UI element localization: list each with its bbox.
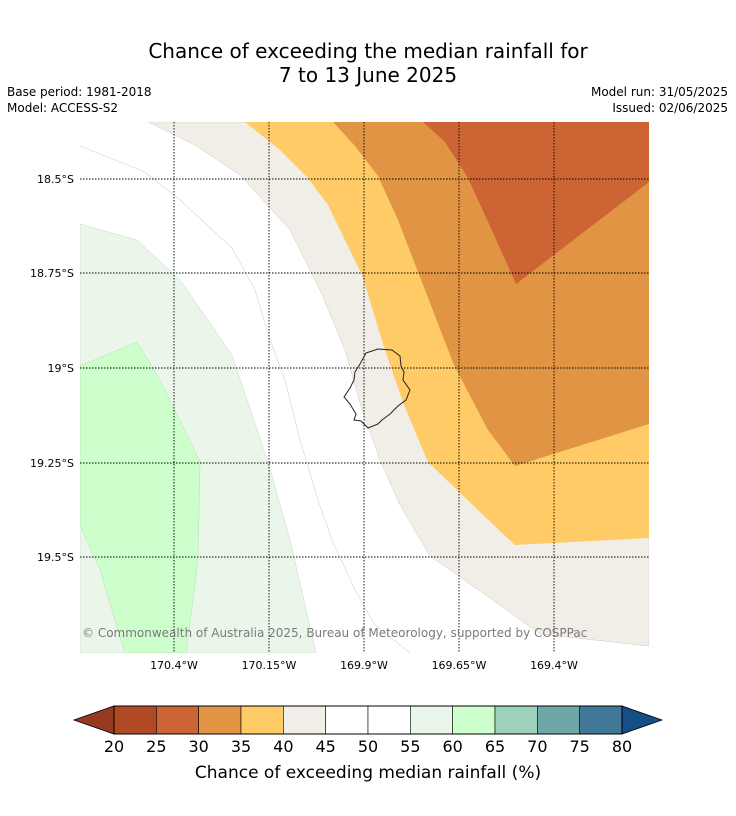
colorbar-tick-label: 50 (358, 737, 378, 756)
colorbar-tick-label: 55 (400, 737, 420, 756)
lon-label-170-15: 170.15°W (242, 659, 297, 672)
model-text: Model: ACCESS-S2 (7, 101, 119, 115)
colorbar-tick-label: 80 (612, 737, 632, 756)
band-25-30 (423, 122, 649, 284)
colorbar-segment (240, 705, 284, 735)
colorbar-tick-label: 45 (315, 737, 335, 756)
meta-right: Model run: 31/05/2025 Issued: 02/06/2025 (591, 84, 728, 116)
colorbar (72, 705, 664, 735)
colorbar-segment (367, 705, 411, 735)
colorbar-segment (410, 705, 453, 735)
colorbar-tick-label: 40 (273, 737, 293, 756)
map-plot-area: © Commonwealth of Australia 2025, Bureau… (80, 122, 649, 653)
meta-left: Base period: 1981-2018 Model: ACCESS-S2 (7, 84, 152, 116)
lon-label-170-4: 170.4°W (150, 659, 198, 672)
contour-line-west (80, 145, 411, 653)
band-60-65 (80, 341, 201, 653)
gridlines (80, 122, 649, 653)
lat-label-19: 19°S (48, 362, 74, 375)
latitude-labels: 18.5°S 18.75°S 19°S 19.25°S 19.5°S (30, 173, 74, 564)
colorbar-title: Chance of exceeding median rainfall (%) (195, 763, 541, 783)
colorbar-segment (156, 705, 199, 735)
colorbar-segment (113, 705, 157, 735)
colorbar-extend-high (621, 705, 664, 735)
island-coastline (343, 348, 411, 429)
colorbar-segment (579, 705, 623, 735)
colorbar-segment (283, 705, 326, 735)
colorbar-segment (452, 705, 496, 735)
map-title-line-2: 7 to 13 June 2025 (278, 63, 458, 87)
lat-label-18-5: 18.5°S (37, 173, 74, 186)
colorbar-tick-label: 60 (442, 737, 462, 756)
colorbar-segment (198, 705, 242, 735)
colorbar-tick-label: 35 (231, 737, 251, 756)
colorbar-extend-low (72, 705, 115, 735)
colorbar-ticks: 20 25 30 35 40 45 50 55 60 65 70 75 80 (104, 737, 632, 756)
colorbar-tick-label: 75 (569, 737, 589, 756)
lat-label-19-5: 19.5°S (37, 551, 74, 564)
issued-text: Issued: 02/06/2025 (612, 101, 728, 115)
lon-label-169-4: 169.4°W (530, 659, 578, 672)
lat-label-19-25: 19.25°S (30, 457, 74, 470)
colorbar-outline (113, 705, 623, 735)
copyright-text: © Commonwealth of Australia 2025, Bureau… (82, 626, 587, 640)
colorbar-segment (494, 705, 538, 735)
colorbar-segment (537, 705, 580, 735)
lon-label-169-9: 169.9°W (340, 659, 388, 672)
lat-label-18-75: 18.75°S (30, 267, 74, 280)
longitude-labels: 170.4°W 170.15°W 169.9°W 169.65°W 169.4°… (150, 659, 578, 672)
colorbar-tick-label: 20 (104, 737, 124, 756)
map-title-line-1: Chance of exceeding the median rainfall … (148, 39, 588, 63)
model-run-text: Model run: 31/05/2025 (590, 85, 728, 99)
colorbar-tick-label: 30 (188, 737, 208, 756)
lon-label-169-65: 169.65°W (432, 659, 487, 672)
colorbar-segment (325, 705, 369, 735)
colorbar-tick-label: 70 (527, 737, 547, 756)
base-period-text: Base period: 1981-2018 (7, 85, 152, 99)
colorbar-tick-label: 25 (146, 737, 166, 756)
colorbar-tick-label: 65 (485, 737, 505, 756)
